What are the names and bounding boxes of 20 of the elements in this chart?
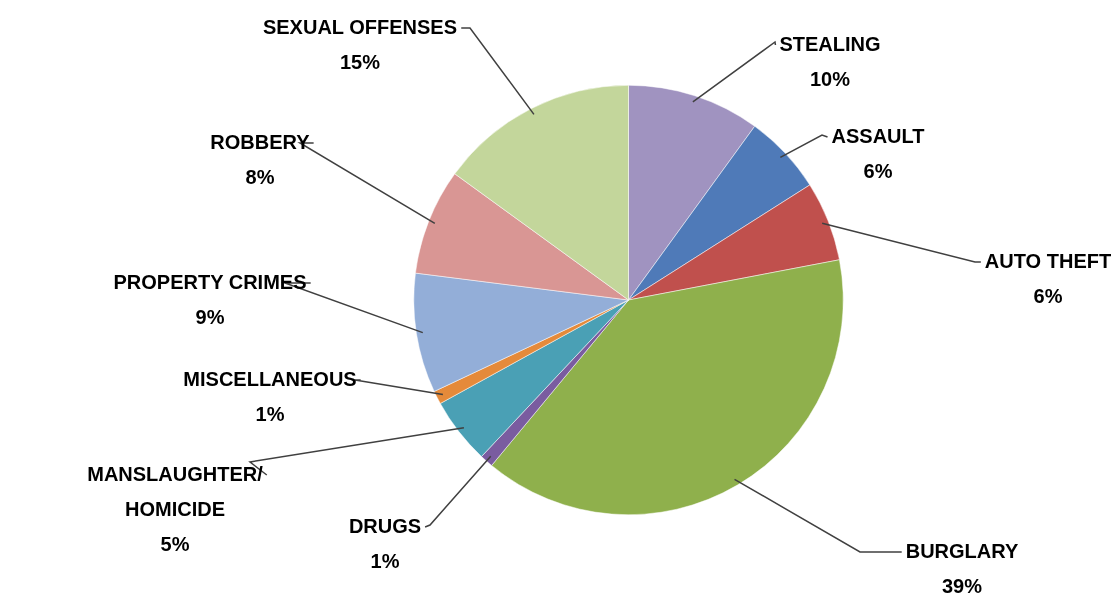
data-label: 1% [255, 402, 285, 425]
data-label: 8% [245, 165, 275, 188]
slice-label: BURGLARY [905, 539, 1019, 562]
slice-label: PROPERTY CRIMES [113, 270, 307, 293]
data-label: 15% [339, 50, 381, 73]
slice-label: AUTO THEFT [984, 249, 1112, 272]
slice-label: DRUGS [348, 514, 422, 537]
data-label: 39% [941, 574, 983, 597]
slice-label: SEXUAL OFFENSES [262, 15, 458, 38]
data-label: 6% [1033, 284, 1063, 307]
slice-label: ASSAULT [831, 124, 925, 147]
data-label: 5% [160, 532, 190, 555]
data-label: 9% [195, 305, 225, 328]
slice-label: STEALING [779, 32, 881, 55]
slice-label: MANSLAUGHTER/ HOMICIDE [87, 462, 264, 520]
slice-label: MISCELLANEOUS [183, 367, 357, 390]
data-label: 1% [370, 549, 400, 572]
data-label: 6% [863, 159, 893, 182]
slice-label: ROBBERY [210, 130, 311, 153]
data-label: 10% [809, 67, 851, 90]
